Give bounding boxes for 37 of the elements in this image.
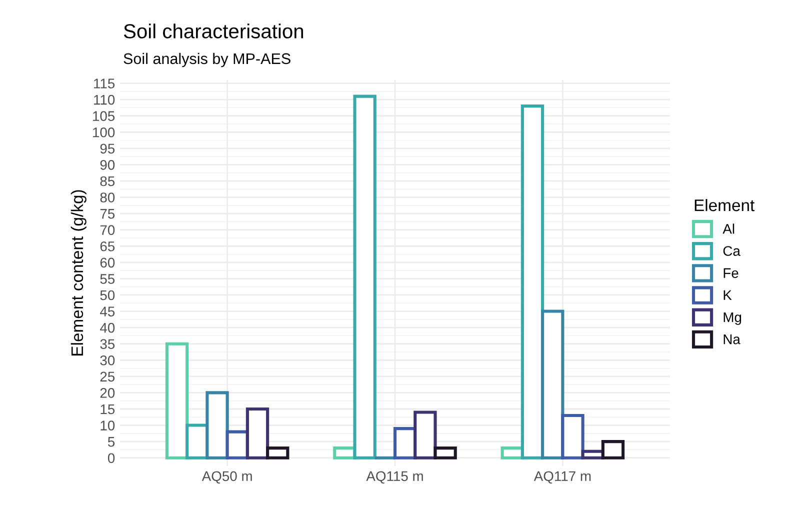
x-tick-label: AQ50 m (202, 471, 252, 484)
y-tick-label: 20 (100, 388, 115, 398)
y-tick-label: 15 (100, 404, 115, 414)
x-tick-label: AQ115 m (366, 471, 423, 484)
y-tick-label: 115 (94, 78, 115, 88)
chart-title: Soil characterisation (124, 24, 304, 38)
y-tick-label: 105 (93, 111, 115, 121)
y-tick-label: 25 (100, 372, 115, 382)
y-tick-label: 10 (100, 420, 115, 430)
y-tick-label: 90 (100, 160, 115, 170)
legend-label: Mg (724, 312, 742, 325)
y-tick-label: 110 (94, 94, 115, 105)
y-tick-label: 65 (100, 241, 115, 252)
x-tick-label: AQ117 m (534, 471, 591, 484)
y-tick-label: 40 (100, 322, 115, 333)
y-tick-label: 85 (100, 176, 115, 186)
y-axis-title: Element content (g/kg) (70, 190, 86, 356)
y-tick-label: 55 (100, 274, 115, 284)
legend-label: Ca (723, 246, 740, 256)
y-tick-label: 80 (100, 192, 115, 202)
y-tick-label: 30 (100, 355, 115, 366)
legend-label: K (724, 290, 732, 300)
legend-label: Al (722, 224, 734, 234)
y-tick-label: 95 (100, 144, 115, 154)
y-tick-label: 75 (100, 209, 115, 219)
y-tick-label: 100 (93, 127, 115, 138)
chart-subtitle: Soil analysis by MP-AES (124, 52, 290, 68)
y-tick-label: 45 (100, 306, 115, 316)
y-tick-label: 5 (108, 437, 115, 447)
y-tick-label: 60 (100, 258, 115, 268)
y-tick-label: 70 (100, 225, 115, 236)
legend-label: Na (724, 334, 740, 344)
y-tick-label: 0 (108, 453, 115, 464)
y-tick-label: 35 (100, 339, 115, 350)
legend-title: Element (694, 198, 755, 212)
y-tick-label: 50 (100, 290, 115, 300)
legend-label: Fe (724, 268, 738, 278)
